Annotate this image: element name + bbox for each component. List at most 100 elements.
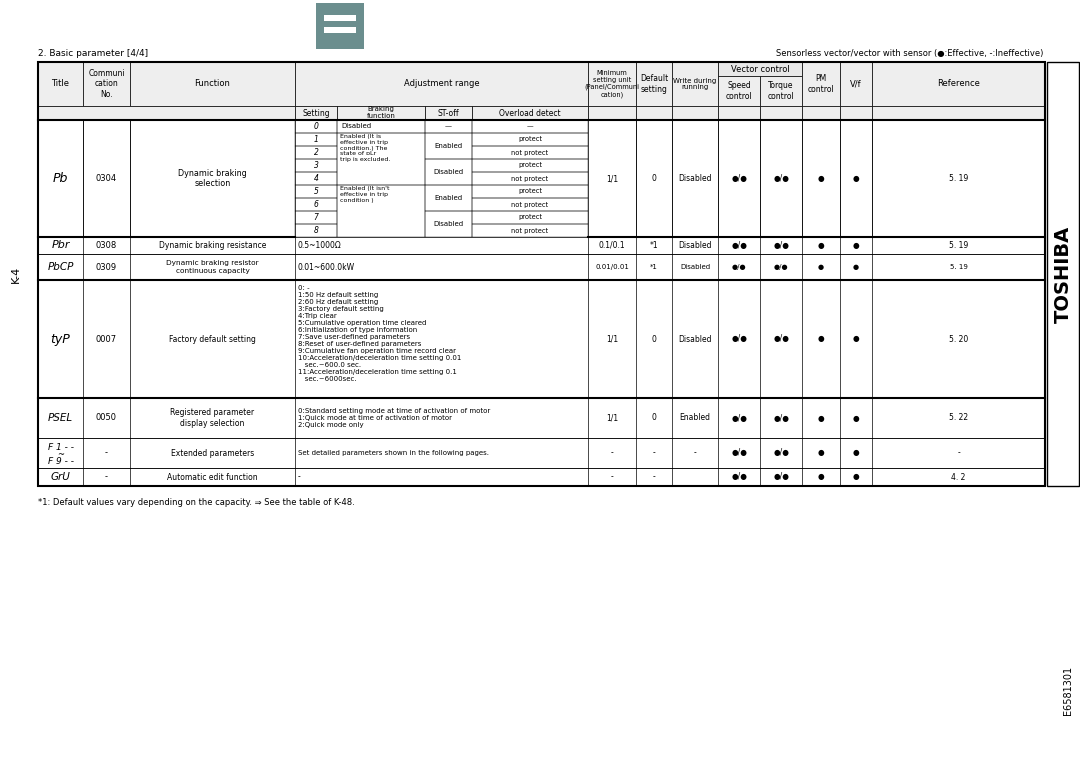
Bar — [472, 159, 588, 172]
Text: 3: 3 — [313, 161, 319, 170]
Bar — [840, 62, 872, 106]
Text: Enabled (It is
effective in trip
condition.) The
state of ɒLr
trip is excluded.: Enabled (It is effective in trip conditi… — [340, 134, 390, 162]
Bar — [130, 62, 295, 106]
Text: 6: 6 — [313, 200, 319, 209]
Text: 0:Standard setting mode at time of activation of motor
1:Quick mode at time of a: 0:Standard setting mode at time of activ… — [298, 408, 490, 428]
Text: 5: 5 — [313, 187, 319, 196]
Text: Enabled: Enabled — [434, 195, 462, 201]
Bar — [38, 468, 1045, 486]
Bar — [38, 62, 1045, 486]
Text: 0304: 0304 — [96, 174, 117, 183]
Text: Title: Title — [52, 79, 69, 88]
Text: ●: ● — [818, 448, 824, 457]
Bar — [472, 172, 588, 185]
Text: protect: protect — [518, 215, 542, 221]
Text: Speed
control: Speed control — [726, 81, 753, 100]
Text: 1/1: 1/1 — [606, 335, 618, 343]
Text: V/f: V/f — [850, 79, 862, 88]
Text: E6581301: E6581301 — [1063, 665, 1074, 715]
Bar — [38, 438, 1045, 468]
Bar — [337, 120, 426, 133]
Text: 0309: 0309 — [96, 263, 117, 272]
Text: 0: 0 — [651, 335, 657, 343]
Text: Disabled: Disabled — [433, 169, 463, 175]
Bar — [472, 106, 588, 120]
Text: ●/●: ●/● — [773, 473, 788, 482]
Text: K-4: K-4 — [11, 266, 21, 282]
Text: -: - — [298, 473, 300, 482]
Text: 0: -
1:50 Hz default setting
2:60 Hz default setting
3:Factory default setting
4: 0: - 1:50 Hz default setting 2:60 Hz def… — [298, 285, 461, 382]
Text: 5. 19: 5. 19 — [949, 264, 968, 270]
Text: *1: *1 — [650, 241, 659, 250]
Text: ●: ● — [853, 264, 859, 270]
Text: 2: 2 — [313, 148, 319, 157]
Text: 0007: 0007 — [96, 335, 117, 343]
Bar — [324, 27, 356, 33]
Bar — [426, 159, 472, 185]
Text: Default
setting: Default setting — [639, 75, 669, 94]
Text: 1: 1 — [313, 135, 319, 144]
Bar — [83, 62, 130, 106]
Bar — [295, 133, 337, 146]
Text: protect: protect — [518, 163, 542, 168]
Text: -: - — [957, 448, 960, 457]
Bar — [426, 211, 472, 237]
Text: ●: ● — [853, 448, 860, 457]
Bar — [426, 185, 472, 211]
Text: 4: 4 — [313, 174, 319, 183]
Text: 2. Basic parameter [4/4]: 2. Basic parameter [4/4] — [38, 49, 148, 58]
Text: 0308: 0308 — [96, 241, 117, 250]
Text: Reference: Reference — [937, 79, 980, 88]
Bar — [802, 120, 840, 237]
Text: *1: Default values vary depending on the capacity. ⇒ See the table of K-48.: *1: Default values vary depending on the… — [38, 498, 354, 507]
Text: Enabled: Enabled — [434, 143, 462, 149]
Text: Dynamic braking resistor
continuous capacity: Dynamic braking resistor continuous capa… — [166, 260, 259, 273]
Text: ●/●: ●/● — [731, 335, 747, 343]
Text: ●/●: ●/● — [731, 241, 747, 250]
Text: PM
control: PM control — [808, 75, 835, 94]
Text: ●: ● — [853, 473, 860, 482]
Bar — [337, 106, 426, 120]
Bar — [760, 106, 802, 120]
Text: Registered parameter
display selection: Registered parameter display selection — [171, 409, 255, 428]
Text: Enabled: Enabled — [679, 413, 711, 422]
Bar — [472, 211, 588, 224]
Text: Adjustment range: Adjustment range — [404, 79, 480, 88]
Text: -: - — [105, 473, 108, 482]
Bar — [802, 62, 840, 106]
Text: ●: ● — [818, 174, 824, 183]
Bar — [472, 198, 588, 211]
Bar — [472, 224, 588, 237]
Bar — [472, 133, 588, 146]
Bar — [295, 120, 337, 133]
Bar — [472, 120, 588, 133]
Text: —: — — [445, 123, 453, 129]
Text: -: - — [652, 473, 656, 482]
Text: tyP: tyP — [51, 333, 70, 345]
Bar — [872, 106, 1045, 120]
Text: Minimum
setting unit
(Panel/Communi
cation): Minimum setting unit (Panel/Communi cati… — [584, 70, 639, 98]
Text: Pb: Pb — [53, 172, 68, 185]
Bar — [38, 280, 1045, 398]
Bar — [718, 106, 760, 120]
Text: ST-off: ST-off — [437, 109, 459, 117]
Bar — [295, 185, 337, 198]
Text: ●/●: ●/● — [773, 241, 788, 250]
Text: F 1 - -: F 1 - - — [48, 444, 73, 453]
Text: 0: 0 — [651, 413, 657, 422]
Text: GrU: GrU — [51, 472, 70, 482]
Text: not protect: not protect — [512, 202, 549, 208]
Bar — [872, 62, 1045, 106]
Bar — [760, 76, 802, 106]
Bar — [588, 120, 636, 237]
Text: Disabled: Disabled — [341, 123, 372, 129]
Bar — [337, 133, 426, 185]
Text: PSEL: PSEL — [48, 413, 73, 423]
Text: ●/●: ●/● — [731, 264, 746, 270]
Text: Dynamic braking
selection: Dynamic braking selection — [178, 169, 247, 188]
Bar — [295, 62, 588, 106]
Text: ●: ● — [818, 413, 824, 422]
Text: ●: ● — [818, 335, 824, 343]
Text: ●: ● — [818, 473, 824, 482]
Bar — [337, 185, 426, 237]
